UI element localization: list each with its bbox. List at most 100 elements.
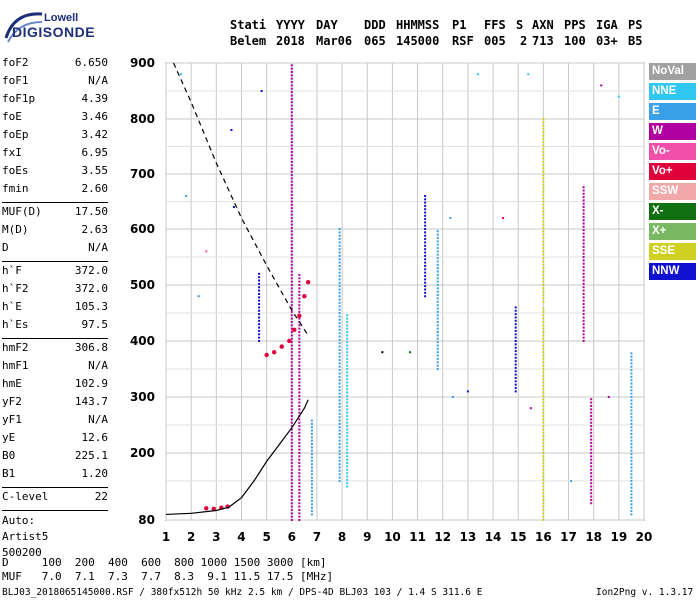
- echo-point: [298, 472, 301, 475]
- echo-point: [346, 465, 349, 468]
- echo-point: [290, 141, 293, 144]
- param-row: MUF(D) 17.50: [2, 205, 108, 218]
- echo-point: [542, 371, 545, 374]
- echo-point: [310, 496, 313, 499]
- echo-point: [298, 297, 301, 300]
- echo-point: [338, 325, 341, 328]
- echo-point: [542, 270, 545, 273]
- echo-point: [258, 299, 261, 302]
- echo-point: [346, 421, 349, 424]
- echo-point: [298, 310, 301, 313]
- echo-point: [290, 384, 293, 387]
- echo-point: [514, 360, 517, 363]
- echo-point: [542, 250, 545, 253]
- echo-point: [514, 380, 517, 383]
- echo-point: [338, 399, 341, 402]
- param-row: B1 1.20: [2, 467, 108, 480]
- echo-point: [310, 432, 313, 435]
- header-col: PPS: [564, 18, 586, 32]
- y-tick-label: 80: [138, 513, 155, 527]
- echo-point: [346, 357, 349, 360]
- echo-point: [258, 319, 261, 322]
- echo-point: [424, 278, 427, 281]
- echo-point: [338, 416, 341, 419]
- echo-point: [290, 351, 293, 354]
- echo-point: [258, 333, 261, 336]
- echo-point: [346, 468, 349, 471]
- header-col: HHMMSS: [396, 18, 440, 32]
- echo-point: [514, 323, 517, 326]
- x-tick-label: 12: [434, 530, 451, 544]
- echo-point: [310, 493, 313, 496]
- echo-point: [542, 200, 545, 203]
- echo-point: [298, 505, 301, 508]
- echo-point: [290, 147, 293, 150]
- echo-point: [298, 327, 301, 330]
- echo-point: [436, 290, 439, 293]
- echo-point: [338, 412, 341, 415]
- echo-point: [424, 261, 427, 264]
- echo-point: [542, 297, 545, 300]
- echo-point: [290, 482, 293, 485]
- echo-point: [630, 429, 633, 432]
- echo-point: [290, 154, 293, 157]
- echo-point: [630, 476, 633, 479]
- echo-point: [258, 286, 261, 289]
- echo-point: [290, 257, 293, 260]
- echo-point: [424, 251, 427, 254]
- echo-point: [290, 344, 293, 347]
- echo-point: [338, 295, 341, 298]
- echo-point: [290, 177, 293, 180]
- auto-scaling-info: Auto: Artist5 500200: [2, 514, 49, 559]
- echo-point: [290, 81, 293, 84]
- echo-point: [290, 240, 293, 243]
- echo-point: [542, 240, 545, 243]
- echo-point: [346, 391, 349, 394]
- echo-point: [298, 284, 301, 286]
- echo-point: [542, 213, 545, 216]
- echo-point: [338, 318, 341, 321]
- echo-point: [590, 455, 593, 458]
- echo-point: [542, 331, 545, 334]
- echo-point: [346, 452, 349, 454]
- echo-point: [542, 435, 545, 438]
- echo-point: [542, 193, 545, 196]
- echo-point: [582, 269, 585, 272]
- echo-point: [298, 502, 301, 505]
- header-col: PS: [628, 18, 643, 32]
- echo-point: [346, 475, 349, 478]
- echo-point: [258, 340, 261, 342]
- echo-point: [290, 226, 293, 229]
- echo-point: [542, 475, 545, 478]
- legend-item: E: [649, 103, 696, 120]
- echo-point: [310, 500, 313, 503]
- echo-point: [346, 438, 349, 441]
- echo-point: [542, 277, 545, 280]
- echo-point: [436, 297, 439, 300]
- echo-point: [542, 273, 545, 276]
- echo-point: [290, 364, 293, 367]
- echo-point: [630, 473, 633, 476]
- echo-point: [542, 137, 545, 140]
- echo-point: [290, 357, 293, 360]
- echo-point: [582, 229, 585, 232]
- echo-point: [310, 443, 313, 446]
- echo-point: [582, 313, 585, 316]
- echo-point: [298, 404, 301, 407]
- echo-point: [582, 306, 585, 309]
- header-col: Stati: [230, 18, 267, 32]
- echo-point: [542, 468, 545, 471]
- echo-point: [290, 441, 293, 444]
- echo-point: [409, 351, 412, 354]
- echo-point: [436, 337, 439, 340]
- echo-point: [346, 401, 349, 404]
- echo-point: [582, 186, 585, 189]
- echo-point: [542, 127, 545, 130]
- echo-point: [290, 203, 293, 206]
- echo-point: [590, 425, 593, 428]
- echo-point: [436, 310, 439, 313]
- echo-point: [346, 320, 349, 323]
- echo-point: [436, 233, 439, 236]
- echo-point: [290, 418, 293, 421]
- echo-point: [542, 118, 545, 120]
